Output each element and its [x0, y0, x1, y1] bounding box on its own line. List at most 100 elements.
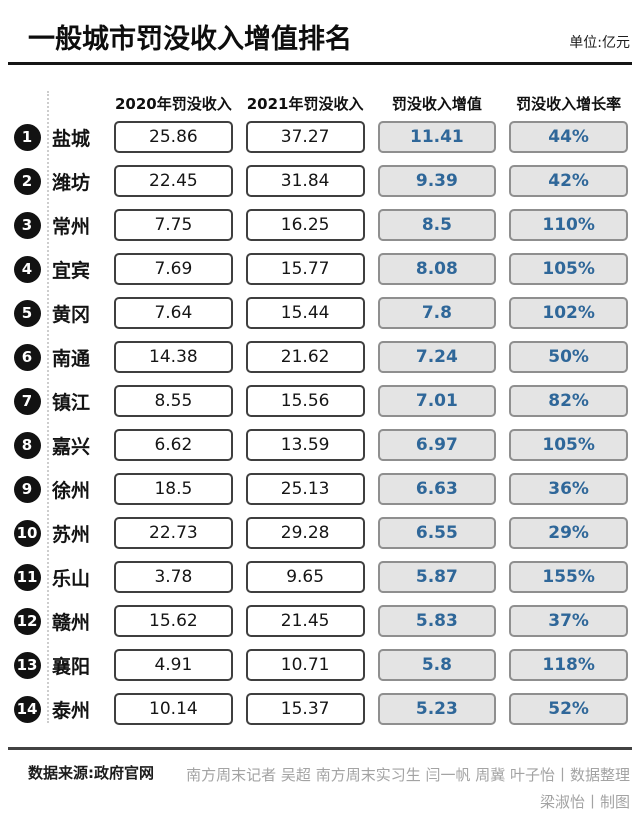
increase-box: 7.8 [377, 297, 497, 330]
table-row: 1 盐城 25.86 37.27 11.41 44% [12, 121, 628, 154]
rank-badge: 14 [13, 695, 41, 723]
value-2020-box: 8.55 [114, 385, 233, 418]
footer-divider [8, 747, 632, 751]
increase-box: 9.39 [377, 165, 497, 198]
increase-box: 6.63 [377, 473, 497, 506]
city-name: 徐州 [52, 479, 91, 502]
rank-badge: 9 [13, 475, 41, 503]
growth-rate-box: 105% [509, 253, 628, 286]
value-2021-box: 21.45 [245, 605, 365, 638]
table-row: 2 潍坊 22.45 31.84 9.39 42% [12, 165, 628, 198]
table-rows: 1 盐城 25.86 37.27 11.41 44% 2 潍坊 22.45 31… [12, 121, 628, 726]
value-2020-box: 18.5 [114, 473, 233, 506]
table-row: 10 苏州 22.73 29.28 6.55 29% [12, 517, 628, 550]
value-2021-box: 15.77 [245, 253, 365, 286]
value-2020-box: 4.91 [114, 649, 233, 682]
title-divider [8, 62, 632, 66]
table-row: 14 泰州 10.14 15.37 5.23 52% [12, 693, 628, 726]
city-name: 镇江 [52, 391, 91, 414]
growth-rate-box: 52% [509, 693, 628, 726]
table-row: 12 赣州 15.62 21.45 5.83 37% [12, 605, 628, 638]
header: 一般城市罚没收入增值排名 单位:亿元 [0, 0, 640, 62]
increase-box: 5.23 [377, 693, 497, 726]
value-2020-box: 3.78 [114, 561, 233, 594]
rank-badge: 12 [13, 607, 41, 635]
rank-badge: 10 [13, 519, 41, 547]
growth-rate-box: 42% [509, 165, 628, 198]
value-2020-box: 25.86 [114, 121, 233, 154]
value-2020-box: 7.75 [114, 209, 233, 242]
rank-badge: 2 [13, 167, 41, 195]
value-2020-box: 22.45 [114, 165, 233, 198]
increase-box: 8.08 [377, 253, 497, 286]
growth-rate-box: 44% [509, 121, 628, 154]
growth-rate-box: 37% [509, 605, 628, 638]
growth-rate-box: 82% [509, 385, 628, 418]
table-row: 8 嘉兴 6.62 13.59 6.97 105% [12, 429, 628, 462]
increase-box: 6.55 [377, 517, 497, 550]
rank-divider-dotted-line [47, 91, 49, 724]
ranking-table: 2020年罚没收入 2021年罚没收入 罚没收入增值 罚没收入增长率 1 盐城 25.… [0, 91, 640, 726]
rank-badge: 8 [13, 431, 41, 459]
rank-badge: 13 [13, 651, 41, 679]
rank-badge: 6 [13, 343, 41, 371]
value-2021-box: 10.71 [245, 649, 365, 682]
growth-rate-box: 105% [509, 429, 628, 462]
value-2021-box: 31.84 [245, 165, 365, 198]
value-2021-box: 15.37 [245, 693, 365, 726]
city-name: 常州 [52, 215, 91, 238]
table-row: 4 宜宾 7.69 15.77 8.08 105% [12, 253, 628, 286]
value-2020-box: 7.64 [114, 297, 233, 330]
rank-badge: 3 [13, 211, 41, 239]
value-2021-box: 9.65 [245, 561, 365, 594]
value-2021-box: 21.62 [245, 341, 365, 374]
growth-rate-box: 102% [509, 297, 628, 330]
increase-box: 5.8 [377, 649, 497, 682]
growth-rate-box: 110% [509, 209, 628, 242]
credit-line-2: 梁淑怡丨制图 [539, 792, 630, 811]
rank-badge: 1 [13, 123, 41, 151]
increase-box: 7.01 [377, 385, 497, 418]
page-title: 一般城市罚没收入增值排名 [28, 24, 352, 55]
data-source-label: 数据来源:政府官网 [28, 764, 154, 783]
value-2020-box: 6.62 [114, 429, 233, 462]
increase-box: 11.41 [377, 121, 497, 154]
value-2021-box: 37.27 [245, 121, 365, 154]
city-name: 盐城 [52, 127, 91, 150]
growth-rate-box: 155% [509, 561, 628, 594]
rank-badge: 5 [13, 299, 41, 327]
city-name: 黄冈 [52, 303, 91, 326]
value-2021-box: 25.13 [245, 473, 365, 506]
credits: 南方周末记者 吴超 南方周末实习生 闫一帆 周冀 叶子怡丨数据整理 梁淑怡丨制图 [186, 762, 630, 815]
column-header: 罚没收入增值 [391, 95, 482, 114]
city-name: 赣州 [52, 611, 91, 634]
table-row: 5 黄冈 7.64 15.44 7.8 102% [12, 297, 628, 330]
city-name: 宜宾 [52, 259, 91, 282]
growth-rate-box: 50% [509, 341, 628, 374]
footer: 数据来源:政府官网 南方周末记者 吴超 南方周末实习生 闫一帆 周冀 叶子怡丨数… [0, 750, 640, 815]
city-name: 嘉兴 [52, 435, 91, 458]
increase-box: 7.24 [377, 341, 497, 374]
table-row: 9 徐州 18.5 25.13 6.63 36% [12, 473, 628, 506]
city-name: 潍坊 [52, 171, 91, 194]
increase-box: 6.97 [377, 429, 497, 462]
value-2021-box: 16.25 [245, 209, 365, 242]
column-header: 2020年罚没收入 [115, 95, 232, 114]
growth-rate-box: 118% [509, 649, 628, 682]
city-name: 泰州 [52, 699, 91, 722]
table-row: 11 乐山 3.78 9.65 5.87 155% [12, 561, 628, 594]
credit-line-1: 南方周末记者 吴超 南方周末实习生 闫一帆 周冀 叶子怡丨数据整理 [186, 766, 630, 785]
column-header: 2021年罚没收入 [246, 95, 364, 114]
increase-box: 5.83 [377, 605, 497, 638]
column-headers: 2020年罚没收入 2021年罚没收入 罚没收入增值 罚没收入增长率 [12, 93, 628, 114]
value-2021-box: 15.44 [245, 297, 365, 330]
rank-badge: 4 [13, 255, 41, 283]
increase-box: 8.5 [377, 209, 497, 242]
value-2020-box: 10.14 [114, 693, 233, 726]
value-2021-box: 13.59 [245, 429, 365, 462]
column-header: 罚没收入增长率 [516, 95, 622, 114]
value-2020-box: 22.73 [114, 517, 233, 550]
city-name: 襄阳 [52, 655, 91, 678]
value-2021-box: 15.56 [245, 385, 365, 418]
